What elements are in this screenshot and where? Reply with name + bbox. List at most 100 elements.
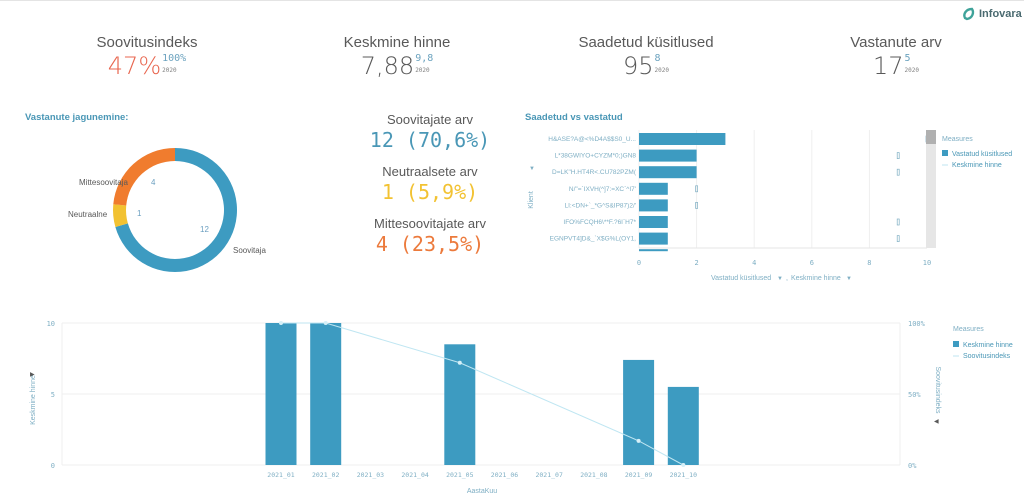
combo-y2tick: 50% <box>908 391 921 399</box>
infovara-logo-icon <box>963 7 975 21</box>
combo-line-point[interactable] <box>636 438 641 443</box>
kpi-value: 17 <box>873 52 904 80</box>
hbar-scrollbar-track[interactable] <box>926 130 936 248</box>
hbar-bar[interactable] <box>639 133 726 145</box>
combo-xtick: 2021_04 <box>401 471 428 479</box>
combo-y2tick: 0% <box>908 462 917 470</box>
hbar-marker[interactable] <box>896 152 900 159</box>
hbar-category-label[interactable]: L*38GWIYO+CYZM*0;)GN8 <box>555 153 637 160</box>
ylabel-dropdown-icon[interactable]: ▼ <box>529 166 535 172</box>
kpi-title: Saadetud küsitlused <box>578 34 714 51</box>
hbar-category-label[interactable]: EGNPVT4]D&_`X$G%L(OY1, <box>550 236 637 243</box>
stat-value: 12 (70,6%) <box>369 128 491 152</box>
hbar-legend-title: Measures <box>942 136 973 143</box>
kpi-year: 2020 <box>415 67 430 74</box>
hbar-legend-item-0[interactable]: Vastatud küsitlused <box>952 151 1012 158</box>
ylabel-dropdown-icon[interactable]: ▶ <box>30 372 35 378</box>
kpi-compare: 8 <box>654 53 661 64</box>
kpi-value: 95 <box>623 52 654 80</box>
combo-chart[interactable]: 2021_01 2021_02 2021_03 2021_04 2021_05 2021_… <box>0 305 1024 501</box>
combo-xtick: 2021_08 <box>580 471 607 479</box>
hbar-scrollbar-thumb[interactable] <box>926 130 936 144</box>
hbar-xtick: 2 <box>694 259 698 267</box>
combo-bar[interactable] <box>623 359 655 465</box>
combo-legend-item-0[interactable]: Keskmine hinne <box>963 342 1013 349</box>
combo-ytick: 10 <box>47 320 55 328</box>
combo-ylabel[interactable]: Keskmine hinne <box>30 375 37 425</box>
kpi-keskmine-hinne: Keskmine hinne 7,88 9,8 2020 <box>287 34 507 79</box>
hbar-xtick: 10 <box>923 259 931 267</box>
hbar-bar[interactable] <box>639 199 668 212</box>
hbar-marker[interactable] <box>695 185 698 193</box>
hbar-bar[interactable] <box>639 149 697 162</box>
stat-label: Mittesoovitajate arv <box>374 216 486 231</box>
kpi-soovitusindeks: Soovitusindeks 47% 100% 2020 <box>37 34 257 79</box>
combo-xtick: 2021_10 <box>670 471 697 479</box>
combo-line-point[interactable] <box>681 463 686 467</box>
combo-xtick: 2021_06 <box>491 471 518 479</box>
hbar-category-label[interactable]: IFO%FCQH6\**F.?6I`H7* <box>563 219 636 226</box>
combo-ytick: 0 <box>51 462 55 470</box>
xlabel-dropdown-icon[interactable]: ▼ <box>777 276 783 282</box>
hbar-xtick: 8 <box>867 259 871 267</box>
hbar-marker[interactable] <box>896 218 900 226</box>
combo-y2label[interactable]: Soovitusindeks <box>934 366 941 414</box>
combo-bar[interactable] <box>667 386 699 465</box>
kpi-value: 47% <box>107 52 162 80</box>
combo-bar[interactable] <box>265 323 297 465</box>
hbar-category-label[interactable]: LI:<DN+`_*G^S&IP87)2/' <box>565 202 637 209</box>
hbar-xlabel-part2[interactable]: Keskmine hinne <box>791 275 841 282</box>
stat-label: Neutraalsete arv <box>382 164 478 179</box>
y2label-dropdown-icon[interactable]: ◀ <box>934 419 939 425</box>
hbar-bar[interactable] <box>639 232 668 245</box>
combo-xlabel[interactable]: AastaKuu <box>467 488 497 495</box>
hbar-bar[interactable] <box>639 166 697 179</box>
combo-legend-item-1[interactable]: Soovitusindeks <box>963 353 1011 360</box>
donut-value-soovitaja: 12 <box>200 225 209 234</box>
hbar-marker[interactable] <box>896 235 900 242</box>
combo-bar[interactable] <box>310 323 342 465</box>
hbar-bar-partial <box>639 249 668 252</box>
hbar-chart[interactable]: H&ASE?A@<%D4A$$S0_U... L*38GWIYO+CYZM*0;)… <box>515 125 1024 285</box>
hbar-bar[interactable] <box>639 182 668 195</box>
donut-label-mittesoovitaja: Mittesoovitaja <box>79 178 128 187</box>
hbar-bar[interactable] <box>639 216 668 228</box>
combo-legend-title: Measures <box>953 326 984 333</box>
hbar-marker[interactable] <box>695 202 698 209</box>
hbar-xlabel-part1[interactable]: Vastatud küsitlused <box>711 275 771 282</box>
stat-label: Soovitajate arv <box>387 112 473 127</box>
combo-line-point[interactable] <box>457 360 462 365</box>
hbar-category-label[interactable]: H&ASE?A@<%D4A$$S0_U... <box>548 136 636 143</box>
hbar-marker[interactable] <box>896 168 900 176</box>
combo-y2tick: 100% <box>908 320 926 328</box>
xlabel2-dropdown-icon[interactable]: ▼ <box>846 276 852 282</box>
combo-xtick: 2021_01 <box>267 471 294 479</box>
combo-xtick: 2021_07 <box>535 471 562 479</box>
kpi-compare: 5 <box>904 53 911 64</box>
combo-line-point[interactable] <box>279 321 283 325</box>
kpi-compare: 100% <box>162 53 187 64</box>
hbar-category-label[interactable]: N/"=`IXVH(^]7:=XC`^I7' <box>569 186 636 193</box>
stat-mittesoovitajate: Mittesoovitajate arv 4 (23,5%) <box>345 216 515 256</box>
kpi-value: 7,88 <box>360 52 415 80</box>
stat-soovitajate: Soovitajate arv 12 (70,6%) <box>345 112 515 152</box>
donut-value-neutraalne: 1 <box>137 209 142 218</box>
kpi-title: Keskmine hinne <box>343 34 451 51</box>
combo-line-point[interactable] <box>323 321 328 325</box>
donut-slice-neutraalne[interactable] <box>113 204 128 227</box>
kpi-title: Soovitusindeks <box>96 34 198 51</box>
hbar-legend-item-1[interactable]: Keskmine hinne <box>952 162 1002 169</box>
donut-chart[interactable]: Mittesoovitaja Neutraalne Soovitaja 4 1 … <box>0 125 340 285</box>
hbar-category-label[interactable]: D=LK"H.HT4R<.CU782PZM( <box>552 169 637 176</box>
hbar-xtick: 4 <box>752 259 756 267</box>
combo-xtick: 2021_09 <box>625 471 652 479</box>
legend-swatch-bar <box>953 341 959 347</box>
hbar-xtick: 0 <box>637 259 641 267</box>
stat-neutraalsete: Neutraalsete arv 1 (5,9%) <box>345 164 515 204</box>
hbar-xlabel-sep: , <box>786 275 788 282</box>
kpi-vastanute-arv: Vastanute arv 17 5 2020 <box>786 34 1006 79</box>
donut-slice-mittesoovitaja[interactable] <box>113 148 175 206</box>
kpi-title: Vastanute arv <box>850 34 942 51</box>
top-border <box>0 0 1024 1</box>
hbar-ylabel[interactable]: Klient <box>528 191 535 209</box>
